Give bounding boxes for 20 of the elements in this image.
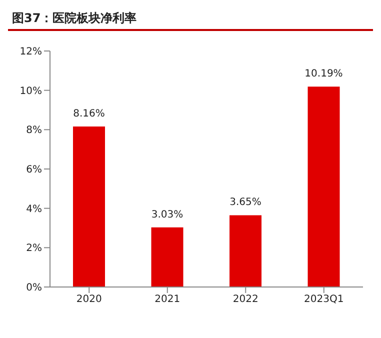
bar [308, 86, 340, 287]
bar [230, 215, 262, 287]
data-label: 10.19% [304, 68, 343, 80]
y-tick-label: 6% [26, 164, 42, 176]
y-tick-label: 10% [20, 86, 42, 97]
y-tick-label: 12% [20, 46, 42, 58]
x-tick-label: 2023Q1 [304, 294, 344, 306]
x-tick-label: 2020 [76, 294, 102, 306]
bar [73, 126, 105, 287]
bar [151, 227, 184, 287]
y-tick-label: 2% [26, 243, 42, 254]
data-label: 3.03% [151, 209, 184, 220]
y-tick-label: 4% [26, 204, 42, 215]
x-tick-label: 2021 [154, 294, 180, 306]
y-tick-label: 8% [26, 125, 42, 136]
data-label: 8.16% [73, 108, 105, 120]
y-tick-label: 0% [26, 282, 42, 294]
x-tick-label: 2022 [232, 294, 258, 306]
chart-title: 图37：医院板块净利率 [8, 8, 373, 31]
data-label: 3.65% [230, 197, 262, 208]
